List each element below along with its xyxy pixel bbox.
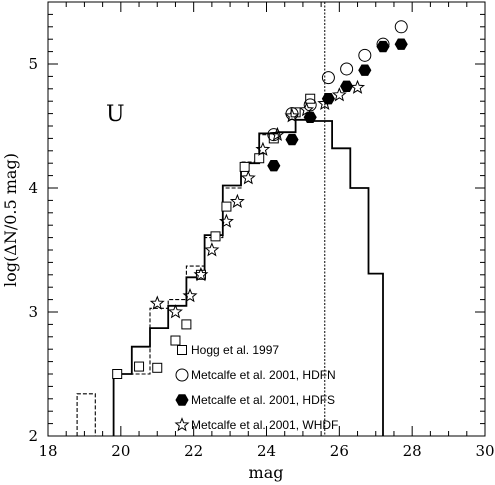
open-square-point	[170, 335, 181, 346]
x-tick-label: 28	[403, 442, 422, 460]
open-square-point	[181, 319, 192, 330]
open-circle-point	[340, 62, 354, 76]
open-star-point	[284, 108, 300, 123]
legend-label: Hogg et al. 1997	[191, 343, 279, 357]
open-star-point	[182, 288, 198, 303]
filled-hexagon-point	[267, 160, 281, 172]
legend-marker-open-square	[177, 345, 187, 355]
open-star-point	[299, 102, 315, 117]
open-square-point	[221, 201, 232, 212]
filled-hexagon-point	[358, 64, 372, 76]
filled-hexagon-point	[285, 133, 299, 146]
y-tick-label: 2	[28, 427, 38, 445]
open-star-point	[350, 79, 366, 94]
x-tick-label: 20	[111, 442, 130, 460]
x-tick-label: 26	[330, 442, 349, 460]
filled-hexagon-point	[394, 38, 408, 50]
band-label: U	[106, 102, 125, 127]
open-star-point	[193, 266, 209, 282]
open-star-point	[218, 213, 234, 228]
open-square-point	[152, 362, 163, 373]
histogram-solid-0	[112, 118, 384, 436]
y-tick-label: 4	[28, 179, 38, 197]
legend-label: Metcalfe et al. 2001, HDFS	[191, 393, 335, 407]
x-tick-label: 18	[38, 442, 57, 460]
axes: 18 20 22 24 26 28 30 2 3 4 5	[28, 1, 495, 460]
open-star-point	[255, 141, 271, 156]
open-square-point	[210, 231, 221, 242]
open-square-point	[239, 161, 250, 172]
open-star-point	[269, 126, 285, 142]
legend-label: Metcalfe et al. 2001, HDFN	[191, 368, 336, 382]
filled-hexagon-point	[303, 111, 317, 123]
legend-label: Metcalfe et al. 2001, WHDF	[191, 418, 338, 432]
open-square-point	[134, 361, 145, 372]
open-star-point	[331, 87, 347, 102]
histogram-dashed-2	[113, 134, 278, 436]
filled-hexagon-point	[340, 80, 354, 92]
y-tick-label: 3	[28, 303, 38, 321]
open-circle-point	[358, 48, 372, 62]
open-star-point	[204, 242, 220, 257]
open-star-point	[149, 295, 165, 310]
y-tick-label: 5	[28, 55, 38, 73]
legend-marker-filled-hexagon	[175, 394, 189, 406]
x-axis-label: mag	[249, 463, 284, 482]
x-tick-label: 30	[475, 442, 494, 460]
filled-hexagon-point	[376, 40, 390, 53]
x-tick-label: 24	[257, 442, 276, 460]
histogram-dashed-1	[76, 393, 96, 436]
open-star-point	[229, 193, 245, 209]
open-star-point	[317, 95, 333, 111]
legend: Hogg et al. 1997 Metcalfe et al. 2001, HD…	[174, 343, 338, 432]
open-circle-point	[321, 71, 335, 85]
open-circle-point	[303, 98, 317, 112]
open-star-point	[240, 170, 256, 185]
open-star-point	[168, 304, 183, 319]
y-axis-label: log(ΔN/0.5 mag)	[1, 153, 20, 287]
open-circle-point	[394, 20, 408, 34]
open-square-point	[112, 369, 123, 379]
legend-marker-open-circle	[175, 368, 189, 382]
open-circle-point	[267, 128, 281, 142]
plot-area	[76, 2, 408, 436]
legend-marker-open-star	[174, 417, 190, 432]
x-tick-label: 22	[184, 442, 203, 460]
